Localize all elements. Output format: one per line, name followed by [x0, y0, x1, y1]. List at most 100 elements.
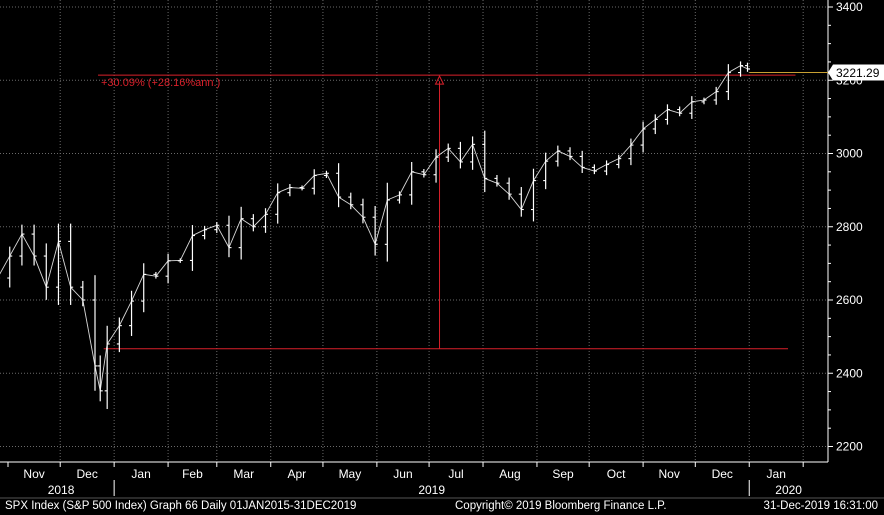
price-segment — [58, 241, 72, 288]
annotation-arrowhead — [434, 75, 445, 85]
price-segment — [630, 128, 644, 146]
price-segment — [472, 144, 486, 179]
price-segment — [9, 233, 23, 257]
x-month-label: Feb — [182, 467, 203, 481]
x-month-label: Jun — [393, 467, 412, 481]
price-segment — [179, 235, 193, 261]
x-year-label: 2018 — [48, 483, 75, 497]
x-month-label: Nov — [23, 467, 44, 481]
price-segment — [447, 148, 461, 163]
footer-bar: SPX Index (S&P 500 Index) Graph 66 Daily… — [5, 500, 878, 512]
price-segment — [508, 193, 522, 210]
price-segment — [460, 144, 473, 163]
price-segment — [118, 300, 132, 326]
price-segment — [99, 343, 108, 391]
annotation-label: +30.09% (+28.16%ann.) — [101, 77, 220, 89]
price-segment — [326, 173, 340, 198]
footer-left-text: SPX Index (S&P 500 Index) Graph 66 Daily… — [5, 500, 356, 512]
price-segment — [520, 180, 534, 210]
x-month-label: Mar — [233, 467, 254, 481]
footer-timestamp-text: 31-Dec-2019 16:31:00 — [764, 500, 878, 512]
x-month-label: Oct — [607, 467, 626, 481]
price-segment — [411, 171, 424, 176]
price-segment — [70, 286, 84, 301]
price-segment — [545, 150, 559, 162]
price-segment — [374, 199, 388, 245]
x-month-label: Nov — [659, 467, 680, 481]
y-tick-label: 3400 — [836, 0, 863, 14]
price-series — [0, 61, 750, 409]
price-segment — [21, 233, 35, 257]
x-year-label: 2020 — [775, 483, 802, 497]
price-segment — [642, 119, 656, 130]
axes — [0, 0, 884, 499]
price-segment — [33, 255, 47, 288]
price-segment — [740, 65, 748, 70]
price-segment — [45, 241, 59, 288]
x-tick-labels: Nov Dec Jan Feb Mar Apr May Jun Jul Aug Sep Oct Nov D… — [23, 467, 802, 497]
price-segment — [667, 109, 680, 114]
price-segment — [289, 187, 303, 189]
price-segment — [399, 171, 413, 196]
price-segment — [594, 164, 607, 172]
footer-copyright-text: Copyright© 2019 Bloomberg Finance L.P. — [455, 500, 667, 512]
price-segment — [557, 150, 571, 157]
price-segment — [606, 158, 619, 165]
y-tick-label: 2400 — [836, 366, 863, 380]
price-segment — [582, 166, 595, 172]
last-value-label-box — [828, 64, 884, 81]
x-month-label: Dec — [76, 467, 97, 481]
last-value-label-group: 3221.29 — [749, 64, 884, 81]
price-segment — [265, 192, 279, 215]
x-year-label: 2019 — [418, 483, 445, 497]
price-segment — [192, 229, 205, 236]
x-month-label: Jul — [448, 467, 463, 481]
x-month-label: Apr — [287, 467, 306, 481]
price-segment — [484, 177, 498, 184]
x-month-label: Sep — [552, 467, 574, 481]
price-segment — [94, 365, 101, 391]
x-month-label: Jan — [767, 467, 786, 481]
price-segment — [618, 144, 632, 159]
price-segment — [533, 160, 547, 181]
price-segment — [131, 274, 145, 302]
price-segment — [228, 218, 242, 248]
price-segment — [691, 99, 705, 103]
price-segment — [496, 182, 510, 195]
return-annotation: +30.09% (+28.16%ann.) — [98, 74, 796, 350]
x-month-label: Jan — [131, 467, 150, 481]
price-segment — [338, 196, 352, 206]
price-segment — [155, 260, 169, 277]
price-segment — [715, 72, 729, 92]
price-segment — [703, 91, 717, 101]
price-segment — [82, 299, 96, 367]
price-segment — [106, 325, 120, 345]
y-tick-label: 3000 — [836, 147, 863, 161]
price-segment — [728, 65, 741, 73]
price-segment — [314, 172, 327, 176]
price-segment — [204, 224, 217, 231]
price-segment — [0, 255, 11, 275]
x-month-label: Dec — [712, 467, 733, 481]
x-month-label: Aug — [499, 467, 520, 481]
price-segment — [679, 101, 693, 114]
y-tick-label: 2200 — [836, 440, 863, 454]
y-tick-label: 2800 — [836, 220, 863, 234]
price-segment — [240, 218, 254, 228]
price-segment — [362, 217, 376, 245]
price-segment — [143, 273, 156, 277]
price-segment — [387, 194, 400, 201]
last-value-label: 3221.29 — [836, 66, 880, 80]
price-segment — [277, 187, 291, 194]
price-segment — [350, 204, 364, 218]
price-segment — [301, 175, 315, 189]
price-segment — [654, 109, 668, 120]
price-segment — [423, 156, 437, 175]
y-tick-label: 2600 — [836, 293, 863, 307]
price-segment — [253, 213, 266, 228]
price-segment — [435, 148, 449, 158]
grid-lines — [0, 0, 828, 462]
x-month-label: May — [339, 467, 362, 481]
price-segment — [569, 156, 583, 168]
